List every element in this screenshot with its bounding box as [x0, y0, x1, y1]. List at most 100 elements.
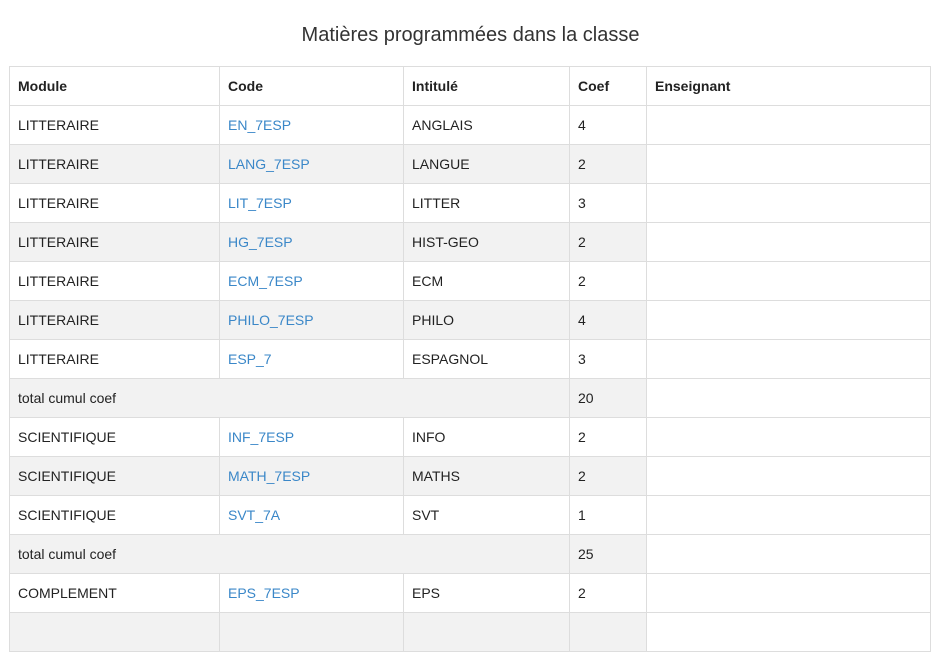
column-header-module: Module	[9, 66, 220, 106]
module-cell: LITTERAIRE	[9, 222, 220, 262]
column-header-code: Code	[219, 66, 404, 106]
total-row: total cumul coef 20	[9, 378, 931, 418]
coef-cell: 3	[569, 183, 647, 223]
column-header-teacher: Enseignant	[646, 66, 931, 106]
teacher-cell	[646, 222, 931, 262]
table-row: COMPLEMENT EPS_7ESP EPS 2	[9, 573, 931, 613]
code-cell: EN_7ESP	[219, 105, 404, 145]
title-cell: ECM	[403, 261, 570, 301]
module-cell: LITTERAIRE	[9, 300, 220, 340]
code-cell: ECM_7ESP	[219, 261, 404, 301]
total-label: total cumul coef	[9, 534, 570, 574]
subjects-table: Module Code Intitulé Coef Enseignant LIT…	[9, 66, 931, 652]
column-header-title: Intitulé	[403, 66, 570, 106]
teacher-cell	[646, 144, 931, 184]
table-row: SCIENTIFIQUE INF_7ESP INFO 2	[9, 417, 931, 457]
teacher-cell	[646, 183, 931, 223]
table-body: LITTERAIRE EN_7ESP ANGLAIS 4 LITTERAIRE LANG_…	[9, 105, 931, 652]
coef-cell: 2	[569, 222, 647, 262]
module-cell: LITTERAIRE	[9, 105, 220, 145]
total-coef: 20	[569, 378, 647, 418]
page-title: Matières programmées dans la classe	[301, 24, 640, 46]
subject-code-link[interactable]: LANG_7ESP	[228, 156, 310, 172]
code-cell: MATH_7ESP	[219, 456, 404, 496]
subject-code-link[interactable]: INF_7ESP	[228, 429, 295, 445]
title-cell: MATHS	[403, 456, 570, 496]
teacher-cell	[646, 417, 931, 457]
module-cell: SCIENTIFIQUE	[9, 456, 220, 496]
coef-cell: 2	[569, 417, 647, 457]
coef-cell: 3	[569, 339, 647, 379]
teacher-cell	[646, 300, 931, 340]
teacher-cell	[646, 456, 931, 496]
coef-cell: 2	[569, 144, 647, 184]
table-header-row: Module Code Intitulé Coef Enseignant	[9, 66, 931, 106]
coef-cell: 2	[569, 573, 647, 613]
subject-code-link[interactable]: ESP_7	[228, 351, 272, 367]
code-cell: SVT_7A	[219, 495, 404, 535]
column-header-coef: Coef	[569, 66, 647, 106]
module-cell: LITTERAIRE	[9, 339, 220, 379]
code-cell: LANG_7ESP	[219, 144, 404, 184]
subject-code-link[interactable]: EPS_7ESP	[228, 585, 300, 601]
table-row: LITTERAIRE LIT_7ESP LITTER 3	[9, 183, 931, 223]
module-cell: SCIENTIFIQUE	[9, 417, 220, 457]
subject-code-link[interactable]: ECM_7ESP	[228, 273, 303, 289]
title-cell: PHILO	[403, 300, 570, 340]
module-cell: LITTERAIRE	[9, 183, 220, 223]
teacher-cell	[646, 534, 931, 574]
table-row	[9, 612, 931, 652]
title-cell	[403, 612, 570, 652]
coef-cell: 2	[569, 456, 647, 496]
code-cell: PHILO_7ESP	[219, 300, 404, 340]
table-row: SCIENTIFIQUE SVT_7A SVT 1	[9, 495, 931, 535]
code-cell: HG_7ESP	[219, 222, 404, 262]
title-cell: LITTER	[403, 183, 570, 223]
title-cell: HIST-GEO	[403, 222, 570, 262]
module-cell: LITTERAIRE	[9, 261, 220, 301]
module-cell	[9, 612, 220, 652]
table-row: LITTERAIRE HG_7ESP HIST-GEO 2	[9, 222, 931, 262]
title-cell: LANGUE	[403, 144, 570, 184]
title-cell: ESPAGNOL	[403, 339, 570, 379]
table-row: LITTERAIRE PHILO_7ESP PHILO 4	[9, 300, 931, 340]
subject-code-link[interactable]: SVT_7A	[228, 507, 281, 523]
title-cell: INFO	[403, 417, 570, 457]
teacher-cell	[646, 573, 931, 613]
code-cell: ESP_7	[219, 339, 404, 379]
title-cell: SVT	[403, 495, 570, 535]
subject-code-link[interactable]: LIT_7ESP	[228, 195, 292, 211]
module-cell: COMPLEMENT	[9, 573, 220, 613]
coef-cell: 4	[569, 105, 647, 145]
coef-cell	[569, 612, 647, 652]
subject-code-link[interactable]: EN_7ESP	[228, 117, 292, 133]
code-cell: INF_7ESP	[219, 417, 404, 457]
module-cell: LITTERAIRE	[9, 144, 220, 184]
table-row: LITTERAIRE ESP_7 ESPAGNOL 3	[9, 339, 931, 379]
coef-cell: 2	[569, 261, 647, 301]
subject-code-link[interactable]: HG_7ESP	[228, 234, 293, 250]
teacher-cell	[646, 105, 931, 145]
coef-cell: 1	[569, 495, 647, 535]
table-row: LITTERAIRE LANG_7ESP LANGUE 2	[9, 144, 931, 184]
title-cell: ANGLAIS	[403, 105, 570, 145]
code-cell: LIT_7ESP	[219, 183, 404, 223]
table-row: SCIENTIFIQUE MATH_7ESP MATHS 2	[9, 456, 931, 496]
subject-code-link[interactable]: PHILO_7ESP	[228, 312, 314, 328]
module-cell: SCIENTIFIQUE	[9, 495, 220, 535]
total-row: total cumul coef 25	[9, 534, 931, 574]
total-coef: 25	[569, 534, 647, 574]
subject-code-link[interactable]: MATH_7ESP	[228, 468, 311, 484]
table-row: LITTERAIRE EN_7ESP ANGLAIS 4	[9, 105, 931, 145]
total-label: total cumul coef	[9, 378, 570, 418]
title-cell: EPS	[403, 573, 570, 613]
table-row: LITTERAIRE ECM_7ESP ECM 2	[9, 261, 931, 301]
teacher-cell	[646, 261, 931, 301]
code-cell	[219, 612, 404, 652]
coef-cell: 4	[569, 300, 647, 340]
code-cell: EPS_7ESP	[219, 573, 404, 613]
teacher-cell	[646, 612, 931, 652]
teacher-cell	[646, 339, 931, 379]
teacher-cell	[646, 495, 931, 535]
teacher-cell	[646, 378, 931, 418]
